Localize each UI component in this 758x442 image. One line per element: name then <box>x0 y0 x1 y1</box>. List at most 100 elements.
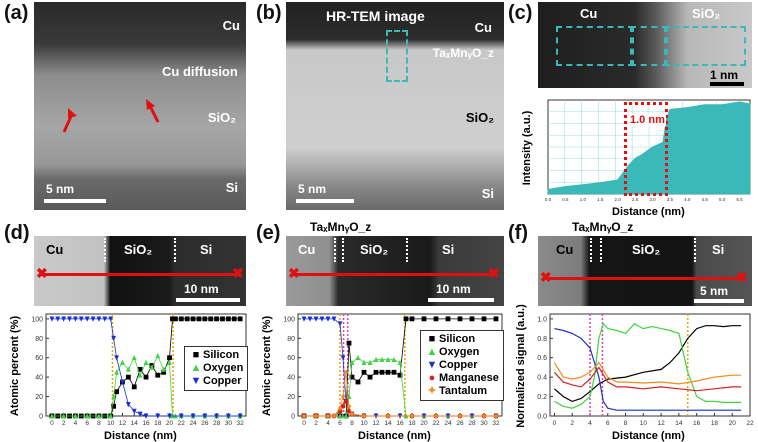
ytick-label-d-1: 20 <box>35 394 43 401</box>
point-d-silicon-27 <box>196 316 202 322</box>
point-d-silicon-11 <box>111 403 117 409</box>
divider-f-3 <box>694 238 696 262</box>
point-d-copper-8 <box>96 316 102 322</box>
label-si-f: Si <box>712 242 725 257</box>
xtick-label-f-10: 20 <box>729 420 737 427</box>
xtick-label-d-7: 14 <box>131 420 139 427</box>
ytick-label-f-4: 0.8 <box>537 336 547 343</box>
xtick-label-d-4: 8 <box>97 420 101 427</box>
panel-label-f: (f) <box>508 222 528 244</box>
label-sio2-a: SiO₂ <box>207 110 236 125</box>
point-e-oxygen-3 <box>337 413 343 419</box>
series-line-e-tantalum <box>304 372 496 417</box>
point-d-copper-0 <box>49 316 55 322</box>
ytick-label-f-1: 0.2 <box>537 394 547 401</box>
point-e-oxygen-14 <box>397 359 403 365</box>
xtick-label-c-0: 0.0 <box>545 197 552 202</box>
legend-d: ■ Silicon ▲ Oxygen ▼ Copper <box>184 346 249 391</box>
point-d-copper-6 <box>84 316 90 322</box>
scale-label-f: 5 nm <box>700 284 729 298</box>
xtick-label-e-16: 32 <box>492 420 500 427</box>
point-e-silicon-15 <box>403 316 409 322</box>
plot-area-f <box>549 313 751 417</box>
point-e-copper-4 <box>325 316 331 322</box>
point-d-silicon-26 <box>190 316 196 322</box>
ytick-label-d-3: 60 <box>35 355 43 362</box>
scale-label-c: 1 nm <box>710 68 739 82</box>
scale-bar-f <box>694 299 744 303</box>
linescan-end-d: ✖ <box>232 265 244 281</box>
label-cu-diffusion: Cu diffusion <box>162 64 238 79</box>
point-d-oxygen-10 <box>131 354 137 361</box>
chart-f: 0.0 0.2 0.4 0.6 0.8 1.0 0 2 4 6 8 10 12 14 16 18 20 22 <box>537 313 754 427</box>
point-d-silicon-21 <box>167 355 172 361</box>
point-d-silicon-14 <box>125 374 131 380</box>
divider-f-1 <box>590 238 592 262</box>
point-e-manganese-6 <box>343 399 349 404</box>
title-e: TaₓMnᵧO_z <box>310 220 372 234</box>
point-e-silicon-14 <box>397 372 403 378</box>
legend-e-oxygen: ▲ Oxygen <box>426 346 480 358</box>
point-e-oxygen-8 <box>361 359 367 365</box>
point-e-silicon-8 <box>361 369 367 375</box>
xtick-label-f-8: 16 <box>693 420 701 427</box>
point-e-tantalum-7 <box>346 403 352 409</box>
point-d-oxygen-12 <box>143 359 149 365</box>
point-e-oxygen-5 <box>346 393 352 399</box>
scale-bar-e <box>428 298 494 302</box>
label-si-b: Si <box>481 186 494 201</box>
point-d-oxygen-0 <box>49 413 55 419</box>
point-d-copper-4 <box>73 316 78 322</box>
xtick-label-c-8: 4.0 <box>684 197 691 202</box>
title-f: TaₓMnᵧO_z <box>572 220 634 234</box>
point-d-silicon-20 <box>161 369 167 375</box>
xtick-label-c-6: 3.0 <box>649 197 656 202</box>
ytick-label-e-3: 60 <box>287 355 295 362</box>
xtick-label-f-2: 4 <box>588 420 592 427</box>
legend-d-silicon: ■ Silicon <box>192 349 240 361</box>
panel-label-e: (e) <box>256 222 281 244</box>
stem-image-e: Cu SiO₂ Si ✖ ✖ 10 nm <box>286 236 504 306</box>
ylabel-c-text: Intensity (a.u.) <box>521 110 533 186</box>
point-e-silicon-20 <box>457 316 463 322</box>
scale-bar-a <box>44 199 106 203</box>
divider-e-1 <box>334 238 336 262</box>
point-d-copper-16 <box>137 411 143 417</box>
xtick-label-c-1: 0.5 <box>562 197 569 202</box>
linescan-f <box>546 277 742 280</box>
ylabel-f-text: Normalized signal (a.u.) <box>515 304 527 428</box>
point-d-copper-11 <box>111 335 117 342</box>
point-d-copper-12 <box>114 355 119 361</box>
point-e-silicon-19 <box>445 316 451 322</box>
arrows-a <box>62 99 160 133</box>
xtick-label-d-14: 28 <box>213 420 221 427</box>
ytick-label-f-3: 0.6 <box>537 355 547 362</box>
ytick-label-e-0: 0 <box>291 414 295 421</box>
point-d-silicon-31 <box>220 316 225 322</box>
xtick-label-e-8: 16 <box>396 420 404 427</box>
point-d-copper-13 <box>120 379 125 385</box>
xtick-label-e-12: 24 <box>444 420 452 427</box>
scale-label-e: 10 nm <box>436 282 471 296</box>
label-sio2-f: SiO₂ <box>632 242 661 257</box>
xtick-label-d-1: 2 <box>62 420 66 427</box>
xtick-label-c-5: 2.5 <box>632 197 639 202</box>
xtick-label-f-11: 22 <box>746 420 754 427</box>
point-d-silicon-34 <box>237 316 243 322</box>
series-line-f-manganese <box>553 366 742 392</box>
xtick-label-e-4: 8 <box>350 420 354 427</box>
point-d-copper-24 <box>225 413 231 419</box>
scale-bar-c <box>710 82 744 86</box>
ylabel-e-text: Atomic percent (%) <box>261 315 273 417</box>
label-cu-a: Cu <box>222 18 240 33</box>
ytick-label-d-4: 80 <box>35 336 43 343</box>
point-d-oxygen-14 <box>155 352 161 359</box>
ytick-label-e-1: 20 <box>287 394 295 401</box>
point-d-silicon-32 <box>225 316 231 322</box>
label-si-d: Si <box>200 242 213 257</box>
xtick-label-d-3: 6 <box>85 420 89 427</box>
point-d-oxygen-16 <box>167 359 172 365</box>
stem-image-f: Cu SiO₂ Si ✖ ✖ 5 nm <box>538 236 752 306</box>
point-e-silicon-5 <box>346 340 352 346</box>
